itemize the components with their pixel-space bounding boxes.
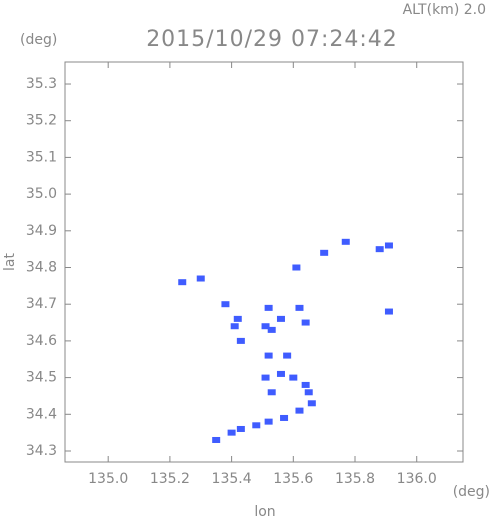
x-tick-label: 135.6 <box>273 471 313 487</box>
y-tick-label: 34.4 <box>26 406 57 422</box>
echo-cell <box>301 319 310 326</box>
y-tick-label: 34.9 <box>26 223 57 239</box>
y-tick-label: 35.3 <box>26 76 57 92</box>
echo-cell <box>375 246 384 253</box>
echo-cell <box>292 264 301 271</box>
echo-cell <box>221 301 230 308</box>
echo-cell <box>289 374 298 381</box>
y-unit: (deg) <box>20 32 57 48</box>
echo-cell <box>267 389 276 396</box>
echo-cell <box>264 304 273 311</box>
echo-cell <box>252 422 261 429</box>
echo-cell <box>227 429 236 436</box>
echo-cell <box>264 418 273 425</box>
y-tick-label: 34.6 <box>26 333 57 349</box>
y-tick-label: 34.3 <box>26 443 57 459</box>
echo-cell <box>384 308 393 315</box>
echo-cell <box>236 337 245 344</box>
echo-cell <box>280 414 289 421</box>
echo-cell <box>267 326 276 333</box>
x-tick-label: 135.4 <box>212 471 252 487</box>
echo-cell <box>295 407 304 414</box>
echo-cell <box>261 374 270 381</box>
x-tick-label: 135.8 <box>335 471 375 487</box>
x-unit: (deg) <box>453 484 490 500</box>
echo-cell <box>178 279 187 286</box>
y-tick-label: 35.0 <box>26 186 57 202</box>
echo-cell <box>283 352 292 359</box>
plot-frame <box>64 61 464 463</box>
y-tick-label: 35.1 <box>26 149 57 165</box>
echo-cell <box>276 370 285 377</box>
chart-title: 2015/10/29 07:24:42 <box>146 27 398 52</box>
echo-cell <box>341 238 350 245</box>
echo-cell <box>301 381 310 388</box>
echo-cell <box>261 323 270 330</box>
echo-cell <box>264 352 273 359</box>
echo-cell <box>212 436 221 443</box>
echo-cell <box>384 242 393 249</box>
echo-cell <box>233 315 242 322</box>
echo-cell <box>307 400 316 407</box>
x-tick-label: 135.2 <box>150 471 190 487</box>
altitude-label: ALT(km) 2.0 <box>403 2 486 18</box>
echo-cell <box>196 275 205 282</box>
y-tick-label: 34.8 <box>26 260 57 276</box>
echo-cell <box>304 389 313 396</box>
x-tick-label: 135.0 <box>88 471 128 487</box>
y-tick-label: 34.7 <box>26 296 57 312</box>
x-axis-label: lon <box>254 504 275 520</box>
echo-cell <box>236 425 245 432</box>
echo-cell <box>320 249 329 256</box>
echo-cell <box>276 315 285 322</box>
x-tick-label: 136.0 <box>397 471 437 487</box>
y-tick-label: 35.2 <box>26 113 57 129</box>
y-axis-label: lat <box>2 253 18 271</box>
echo-cell <box>230 323 239 330</box>
echo-cell <box>295 304 304 311</box>
y-tick-label: 34.5 <box>26 370 57 386</box>
